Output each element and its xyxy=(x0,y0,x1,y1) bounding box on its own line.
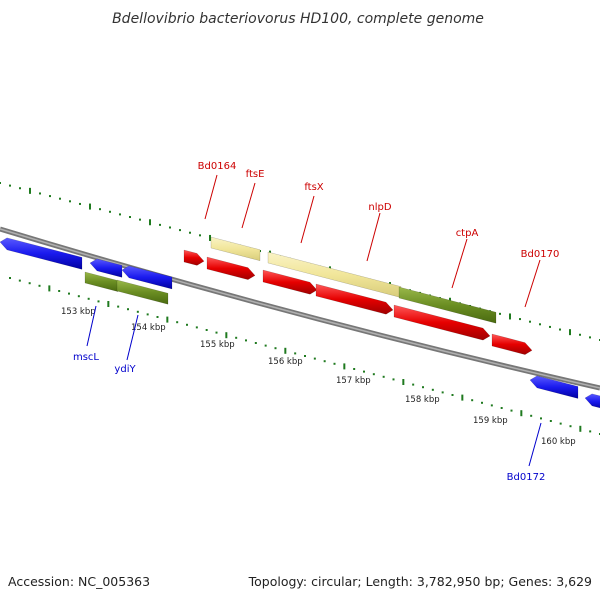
leader-ydiy xyxy=(126,314,139,361)
gene-reverse-mscl[interactable] xyxy=(84,271,119,292)
scale-label-160: 160 kbp xyxy=(541,437,576,447)
leader-ftse xyxy=(241,182,256,229)
cds-reverse-edge[interactable] xyxy=(584,393,600,409)
backbone xyxy=(0,226,600,391)
scale-label-156: 156 kbp xyxy=(268,357,303,367)
genome-summary: Topology: circular; Length: 3,782,950 bp… xyxy=(248,574,592,589)
scale-label-153: 153 kbp xyxy=(61,307,96,317)
gene-reverse-ydiy[interactable] xyxy=(116,279,169,305)
gene-label-bd0172[interactable]: Bd0172 xyxy=(507,472,546,483)
leader-ftsx xyxy=(300,195,315,244)
cds-forward-nlpd[interactable] xyxy=(315,283,394,315)
cds-forward-ctpa[interactable] xyxy=(393,304,491,341)
cds-reverse-bd0172[interactable] xyxy=(529,375,579,399)
cds-forward-ftse[interactable] xyxy=(206,256,256,280)
cds-reverse-2[interactable] xyxy=(89,258,123,278)
gene-label-ftsx[interactable]: ftsX xyxy=(304,182,323,193)
accession-label: Accession: NC_005363 xyxy=(8,574,150,589)
scale-label-155: 155 kbp xyxy=(200,340,235,350)
scale-label-154: 154 kbp xyxy=(131,323,166,333)
gene-labels-reverse: mscL ydiY Bd0172 xyxy=(73,305,546,483)
leader-bd0170 xyxy=(524,259,541,308)
leader-mscl xyxy=(86,305,97,347)
cds-reverse-1[interactable] xyxy=(0,237,83,270)
gene-label-mscl[interactable]: mscL xyxy=(73,352,99,363)
gene-labels-forward: Bd0164 ftsE ftsX nlpD ctpA Bd0170 xyxy=(198,161,560,308)
features xyxy=(0,236,600,409)
leader-nlpd xyxy=(366,212,381,262)
gene-label-bd0164[interactable]: Bd0164 xyxy=(198,161,237,172)
cds-reverse-ydiy[interactable] xyxy=(121,265,173,290)
cds-forward-bd0170[interactable] xyxy=(491,333,533,355)
gene-forward-ctpa[interactable] xyxy=(398,286,497,324)
scale-labels: 153 kbp 154 kbp 155 kbp 156 kbp 157 kbp … xyxy=(61,307,576,447)
leader-ctpa xyxy=(451,238,468,289)
backbone-inner xyxy=(0,228,600,389)
gene-label-nlpd[interactable]: nlpD xyxy=(368,202,391,213)
gene-label-ctpa[interactable]: ctpA xyxy=(456,228,479,239)
gene-label-bd0170[interactable]: Bd0170 xyxy=(521,249,560,260)
scale-label-159: 159 kbp xyxy=(473,416,508,426)
genome-title: Bdellovibrio bacteriovorus HD100, comple… xyxy=(112,11,484,27)
scale-label-157: 157 kbp xyxy=(336,376,371,386)
cds-forward-bd0164[interactable] xyxy=(183,249,205,266)
leader-bd0172 xyxy=(528,422,542,467)
leader-bd0164 xyxy=(204,174,218,220)
scale-label-158: 158 kbp xyxy=(405,395,440,405)
gene-label-ydiy[interactable]: ydiY xyxy=(114,364,136,375)
cds-forward-ftsx[interactable] xyxy=(262,269,318,295)
gene-label-ftse[interactable]: ftsE xyxy=(246,169,265,180)
gene-forward-ftse[interactable] xyxy=(210,236,261,262)
